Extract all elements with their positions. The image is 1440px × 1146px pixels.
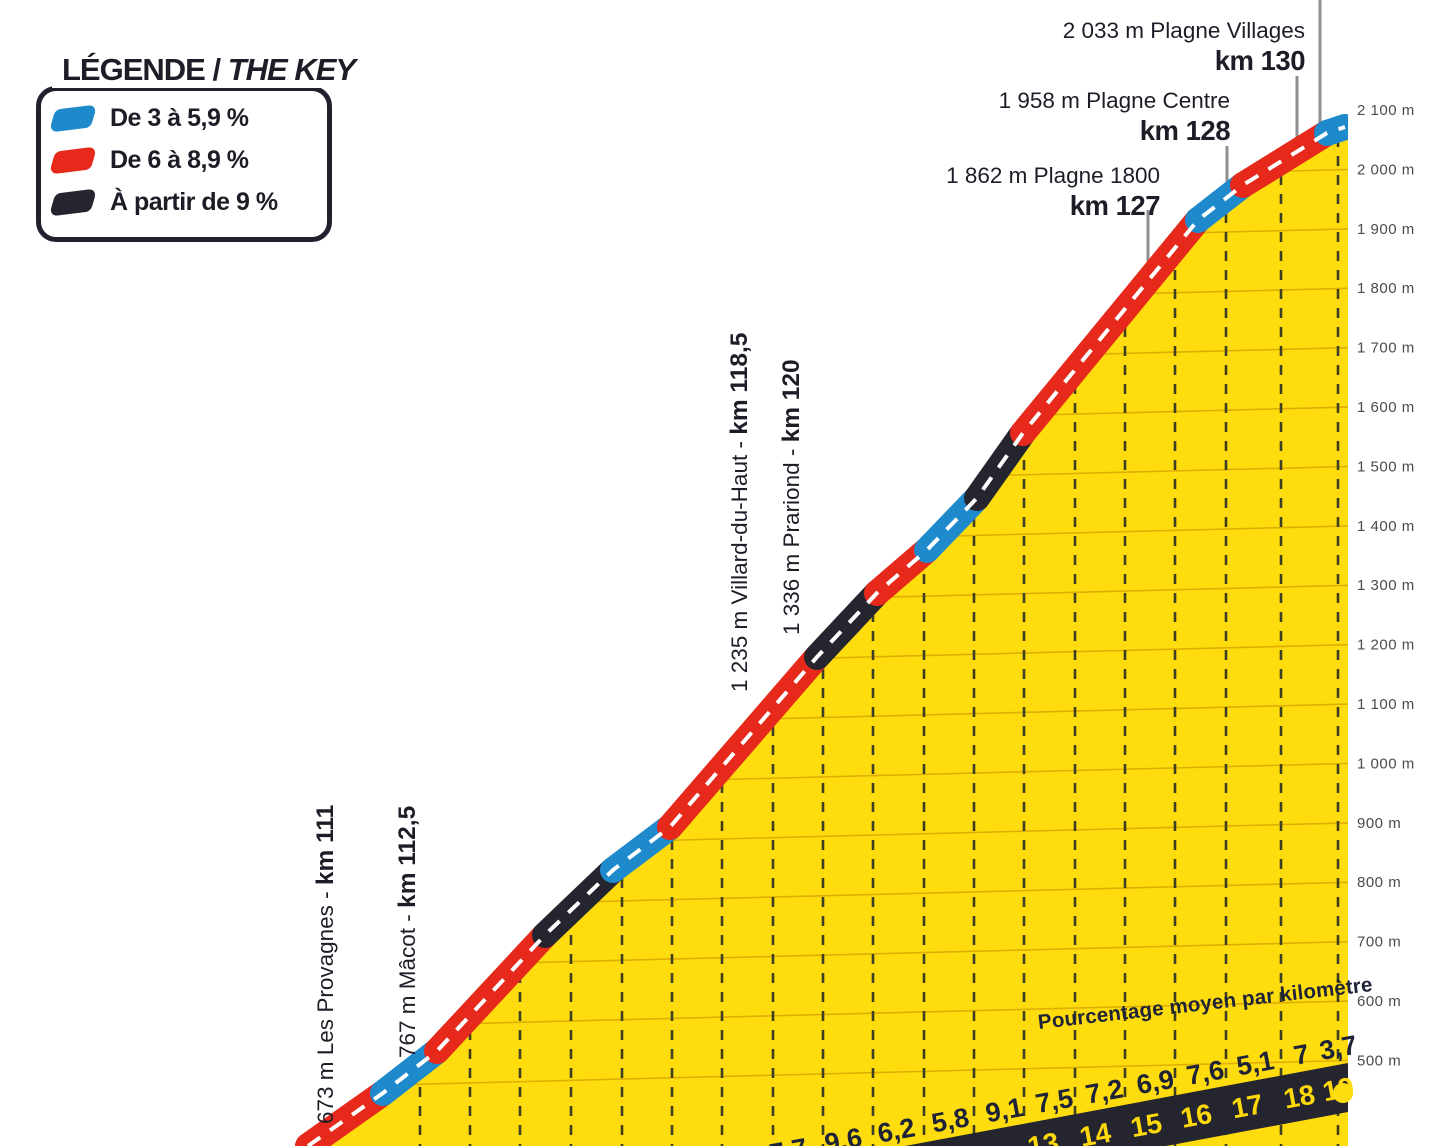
km-band-tick: 17	[1229, 1088, 1265, 1124]
top-waypoint-km: km 130	[1215, 45, 1305, 76]
waypoint-km: km 118,5	[726, 333, 753, 435]
legend-rows: De 3 à 5,9 % De 6 à 8,9 % À partir de 9 …	[48, 104, 278, 217]
percent-label: 9,6	[822, 1122, 864, 1146]
top-waypoint-name: 1 862 m Plagne 1800	[946, 163, 1160, 188]
legend-label-blue: De 3 à 5,9 %	[110, 104, 249, 132]
elevation-gridline	[335, 1059, 1348, 1088]
percent-label: 7,2	[1083, 1073, 1125, 1109]
waypoint-name: 1 235 m Villard-du-Haut -	[727, 435, 752, 692]
km-band: 13141516171819	[905, 1063, 1356, 1146]
elevation-axis-label: 1 200 m	[1357, 637, 1415, 654]
elevation-axis-label: 1 100 m	[1357, 696, 1415, 713]
legend-title-en: THE KEY	[227, 52, 356, 87]
waypoint-km: km 112,5	[394, 806, 421, 908]
legend-title: LÉGENDE / THE KEY	[52, 52, 366, 88]
elevation-axis-label: 1 300 m	[1357, 577, 1415, 594]
percent-label: 9,6	[717, 1142, 759, 1146]
percent-label: 6,2	[875, 1112, 917, 1146]
elevation-axis-label: 2 100 m	[1357, 102, 1415, 119]
waypoint-name: 673 m Les Provagnes -	[313, 885, 338, 1124]
waypoint-km: km 120	[778, 359, 805, 442]
km-band-tick: 14	[1077, 1117, 1114, 1146]
km-band-tick: 15	[1128, 1107, 1164, 1143]
percent-label: 5,8	[929, 1102, 971, 1138]
km-band-strip	[905, 1063, 1348, 1146]
road-centerline	[306, 125, 1346, 1146]
elevation-axis-label: 2 000 m	[1357, 161, 1415, 178]
elevation-axis: 2 100 m 2 000 m 1 900 m 1 800 m 1 700 m 1 600…	[1357, 102, 1415, 1069]
percent-label: 6,9	[1134, 1064, 1176, 1100]
legend-row-black: À partir de 9 %	[48, 188, 278, 217]
elevation-axis-label: 800 m	[1357, 874, 1401, 891]
legend-title-separator: /	[204, 52, 228, 87]
legend-title-fr: LÉGENDE	[62, 52, 206, 87]
elevation-axis-label: 1 000 m	[1357, 755, 1415, 772]
elevation-axis-label: 1 500 m	[1357, 458, 1415, 475]
left-waypoint-label: 767 m Mâcot - km 112,5	[394, 806, 421, 1058]
left-waypoint-labels: 673 m Les Provagnes - km 111 767 m Mâcot …	[312, 333, 805, 1124]
percent-label: 5,1	[1234, 1045, 1276, 1081]
slope-segment-red	[295, 1080, 396, 1146]
band-end-dot	[1333, 1083, 1353, 1103]
percent-label: 7,5	[1033, 1083, 1075, 1119]
percent-label: 9,1	[983, 1092, 1025, 1128]
black-gradient-swatch-icon	[48, 188, 98, 217]
left-waypoint-label: 1 336 m Prariond - km 120	[778, 359, 805, 635]
left-waypoint-label: 1 235 m Villard-du-Haut - km 118,5	[726, 333, 753, 692]
slope-segment-black	[804, 580, 890, 670]
elevation-gridline	[335, 1000, 1348, 1028]
blue-gradient-swatch-icon	[48, 104, 98, 133]
waypoint-marker-lines	[1146, 0, 1322, 268]
elevation-axis-label: 700 m	[1357, 934, 1401, 951]
elevation-axis-label: 1 800 m	[1357, 280, 1415, 297]
red-gradient-swatch-icon	[48, 146, 98, 175]
percent-label: 7,6	[1184, 1055, 1226, 1091]
percent-label: 7	[1291, 1039, 1311, 1071]
top-waypoint-km: km 128	[1140, 115, 1230, 146]
percent-label: 3,7	[1317, 1030, 1359, 1066]
waypoint-km: km 111	[312, 805, 339, 885]
legend: LÉGENDE / THE KEY De 3 à 5,9 % De 6 à 8,…	[36, 52, 366, 244]
elevation-axis-label: 1 400 m	[1357, 518, 1415, 535]
waypoint-name: 767 m Mâcot -	[395, 908, 420, 1058]
elevation-axis-label: 600 m	[1357, 993, 1401, 1010]
elevation-gridline	[335, 168, 1348, 197]
km-band-tick: 13	[1025, 1126, 1061, 1146]
legend-row-red: De 6 à 8,9 %	[48, 146, 278, 175]
elevation-axis-label: 900 m	[1357, 815, 1401, 832]
slope-segment-red	[424, 922, 558, 1064]
top-waypoint-km: km 127	[1070, 190, 1160, 221]
legend-label-black: À partir de 9 %	[110, 188, 278, 216]
legend-label-red: De 6 à 8,9 %	[110, 146, 249, 174]
elevation-axis-label: 1 700 m	[1357, 340, 1415, 357]
top-waypoint-name: 2 033 m Plagne Villages	[1063, 18, 1305, 43]
slope-band	[295, 114, 1348, 1146]
mountain-area	[308, 126, 1348, 1146]
left-waypoint-label: 673 m Les Provagnes - km 111	[312, 805, 339, 1124]
elevation-axis-label: 1 600 m	[1357, 399, 1415, 416]
km-band-tick: 18	[1281, 1079, 1317, 1115]
legend-row-blue: De 3 à 5,9 %	[48, 104, 278, 133]
waypoint-name: 1 336 m Prariond -	[779, 442, 804, 635]
km-band-tick: 16	[1178, 1098, 1214, 1134]
elevation-axis-label: 500 m	[1357, 1052, 1401, 1069]
top-waypoint-name: 1 958 m Plagne Centre	[999, 88, 1230, 113]
elevation-axis-label: 1 900 m	[1357, 221, 1415, 238]
